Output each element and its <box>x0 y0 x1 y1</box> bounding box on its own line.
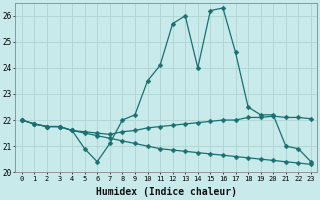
X-axis label: Humidex (Indice chaleur): Humidex (Indice chaleur) <box>96 187 237 197</box>
